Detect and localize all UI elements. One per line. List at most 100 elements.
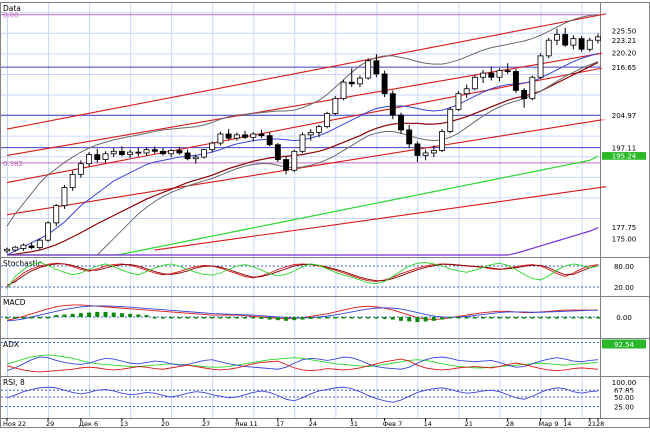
candle-body [307,131,314,136]
macd-histogram-bar [193,317,198,319]
candle-body [488,72,495,78]
candle [480,69,487,84]
x-axis-label: 28 [596,420,604,428]
macd-histogram-bar [243,317,248,319]
panel-title-text: RSI, 8 [3,378,25,387]
osc-label-bg [602,402,646,411]
macd-histogram-bar [464,317,469,319]
price-label: 216.65 [602,62,646,72]
candle-body [274,144,281,160]
candle-body [545,39,552,57]
panel-title-bg [1,3,29,13]
candle-body [168,150,175,155]
candle [77,160,84,178]
panel-stochastic [0,257,650,297]
panel-title-bg [1,297,29,307]
price-label-bg [602,26,646,36]
candle [20,243,27,251]
candle-body [291,150,298,171]
candle [184,149,191,161]
osc-series-line [6,358,599,373]
candle [209,141,216,153]
macd-histogram-bar [399,317,403,321]
main-series-line [6,14,599,227]
price-label-text: 204.97 [612,112,637,120]
candle-body [69,173,76,188]
candle-body [586,39,593,50]
macd-histogram-bar [571,317,576,319]
macd-histogram-bar [390,317,395,320]
price-label-bg [602,110,646,120]
candle-body [348,81,355,85]
osc-label: 67.85 [602,385,646,395]
candle [586,37,593,52]
macd-histogram-bar [579,317,584,319]
macd-histogram-bar [596,317,600,319]
candle [242,130,248,139]
candle-body [595,36,601,41]
macd-histogram-bar [54,315,59,317]
panel-title-rsi: RSI, 8 [1,377,41,387]
candle-body [447,108,454,132]
macd-histogram-bar [144,315,149,317]
price-label: 177.75 [602,222,646,232]
candle [283,156,290,175]
candle [430,145,437,158]
candle-body [36,239,43,248]
candle [225,129,232,141]
candle [398,112,404,135]
macd-histogram-bar [275,317,280,321]
x-axis-label: 20 [161,420,169,428]
macd-histogram-bar [259,317,264,319]
panel-main [0,2,650,258]
macd-histogram-bar [29,317,34,319]
candle-body [512,71,519,91]
candle-body [250,133,257,138]
candle-body [562,34,569,46]
candle [414,141,421,163]
candle [324,111,331,129]
osc-label: 92.54 [602,339,646,349]
candle-body [340,81,347,100]
candle [86,152,93,167]
macd-histogram-bar [5,317,9,319]
candle-body [365,60,372,79]
candle [447,106,454,134]
candle-body [529,76,536,100]
candle-body [463,88,470,95]
candle-body [496,70,503,78]
candle [4,247,10,254]
panel-title-text: Stochastic [3,259,42,268]
price-label-text: 220.20 [612,50,637,58]
osc-label-text: 25.00 [614,404,634,412]
macd-histogram-bar [308,317,313,319]
candle-body [406,129,413,145]
macd-histogram-bar [456,317,461,319]
candle-body [455,93,462,110]
panel-title-adx: ADX [1,339,23,349]
candle [53,203,60,227]
price-label: 175.00 [602,234,646,244]
macd-histogram-bar [546,317,551,319]
candle-body [430,150,437,154]
candle-body [266,135,273,146]
macd-histogram-bar [21,317,26,319]
macd-histogram-bar [103,311,108,317]
price-label-bg [602,222,646,232]
candle [537,53,544,79]
candle [299,132,306,153]
candle [135,148,142,157]
x-axis-label: 21 [588,420,596,428]
candle [143,147,150,156]
osc-label-bg [602,392,646,402]
osc-label-text: 92.54 [614,341,635,349]
candle [529,75,536,101]
macd-histogram-bar [341,317,346,319]
panel-title-bg [1,377,41,387]
macd-histogram-bar [349,317,354,319]
osc-label-bg [602,339,646,349]
candle-body [4,248,10,252]
macd-histogram-bar [522,317,527,319]
